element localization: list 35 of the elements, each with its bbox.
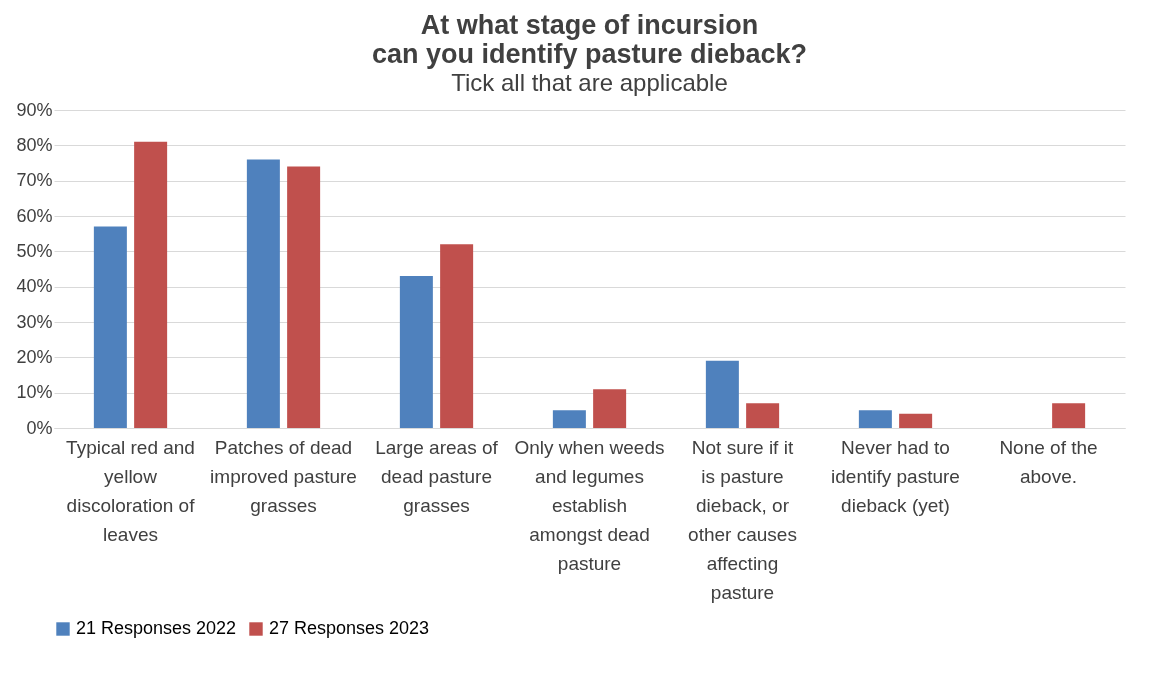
y-tick-label: 40% (16, 276, 53, 297)
bar (593, 389, 627, 428)
y-tick-label: 0% (26, 417, 53, 438)
bar (552, 410, 586, 428)
y-tick-label: 30% (16, 311, 53, 332)
x-tick-label: Large areas of dead pasture grasses (375, 436, 499, 516)
y-tick-label: 80% (16, 134, 53, 155)
x-tick-label: None of the above. (999, 436, 1098, 487)
bar (746, 403, 780, 428)
bar (399, 276, 433, 428)
x-tick-label: Only when weeds and legumes establish amongst dead pasture (514, 436, 665, 574)
bar (93, 226, 127, 428)
y-tick-label: 10% (16, 382, 53, 403)
y-tick-label: 70% (16, 170, 53, 191)
text: can you identify pasture dieback? (371, 39, 808, 69)
bar (705, 360, 739, 428)
legend-label: 21 Responses 2022 (76, 618, 237, 638)
y-tick-label: 90% (16, 99, 53, 120)
x-tick-label: Typical red and yellow discoloration of leaves (66, 436, 196, 545)
chart-subtitle: Tick all that are applicable (451, 69, 728, 96)
text: At what stage of incursion (420, 10, 759, 40)
y-tick-label: 60% (16, 205, 53, 226)
bar (287, 166, 321, 428)
bar (246, 159, 280, 428)
x-tick-label: Never had to identify pasture dieback (yet) (831, 436, 960, 516)
bar (440, 244, 474, 428)
bar (899, 413, 933, 428)
bar (858, 410, 892, 428)
y-tick-label: 50% (16, 240, 53, 261)
legend-label: 27 Responses 2023 (269, 618, 430, 638)
x-tick-label: Not sure if it is pasture dieback, or other causes affecting pasture (688, 436, 797, 603)
x-tick-label: Patches of dead improved pasture grasses (210, 436, 357, 516)
bar (134, 141, 168, 428)
bar (1052, 403, 1086, 428)
y-tick-label: 20% (16, 346, 53, 367)
